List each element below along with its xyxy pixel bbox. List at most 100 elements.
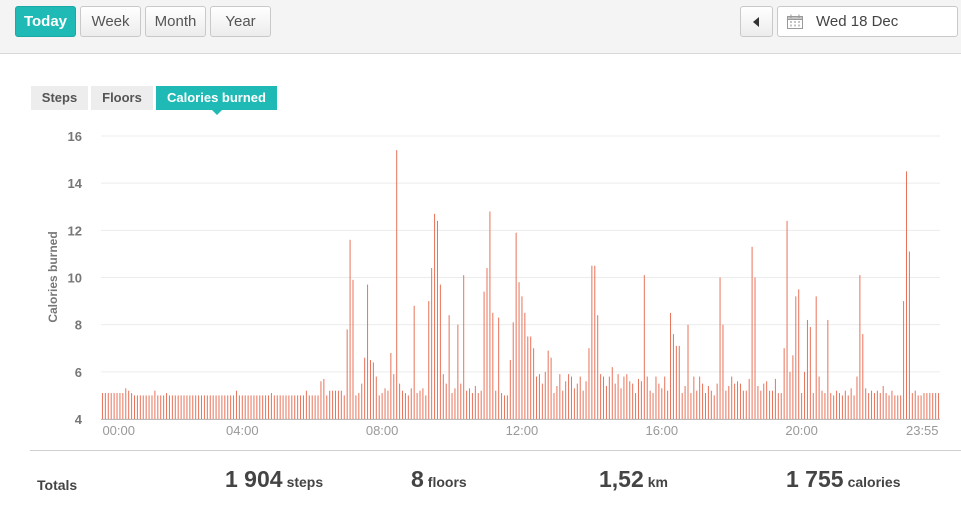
bar [792,355,794,419]
bar [166,393,168,419]
bar [361,383,363,419]
bar [786,220,788,419]
bar [483,291,485,419]
y-tick-label: 8 [75,318,82,333]
y-tick-label: 10 [68,271,82,286]
bar [177,395,179,419]
bar [431,268,433,419]
bar [830,393,832,419]
bar [670,312,672,419]
bar [387,390,389,419]
bar [270,393,272,419]
bar [203,395,205,419]
bar [122,393,124,419]
bar [142,395,144,419]
bar [186,395,188,419]
bar [247,395,249,419]
bar [442,374,444,419]
bar [935,393,937,419]
bar [675,345,677,419]
bar [402,390,404,419]
bar [556,385,558,419]
bar [506,395,508,419]
bar [667,390,669,419]
bar [180,395,182,419]
total-steps-unit: steps [286,474,324,490]
bar [550,357,552,419]
bar [568,374,570,419]
bar [168,395,170,419]
bar [530,336,532,419]
bar [664,376,666,419]
bar [827,319,829,419]
date-label: Wed 18 Dec [816,13,899,30]
bar [731,376,733,419]
bar [815,296,817,419]
previous-day-button[interactable] [740,6,773,37]
date-picker[interactable]: Wed 18 Dec [777,6,958,37]
bar [171,395,173,419]
bar [119,393,121,419]
bar [734,383,736,419]
bar [818,376,820,419]
today-button[interactable]: Today [15,6,76,37]
bar [617,374,619,419]
bar [920,395,922,419]
bar [369,360,371,419]
bar [585,381,587,419]
bar [643,275,645,419]
bar [900,395,902,419]
bar [806,319,808,419]
calendar-icon [787,14,803,29]
tab-floors[interactable]: Floors [91,86,153,110]
bar [553,393,555,419]
bar [279,395,281,419]
bar [766,381,768,419]
bar [489,211,491,419]
bar [183,395,185,419]
month-button[interactable]: Month [145,6,206,37]
bar [894,395,896,419]
bar [174,395,176,419]
bar [710,390,712,419]
bar [224,395,226,419]
week-button[interactable]: Week [80,6,141,37]
bar [139,395,141,419]
bar [384,388,386,419]
bar [891,390,893,419]
bar [629,381,631,419]
bar [597,315,599,419]
bar [655,376,657,419]
bar [579,376,581,419]
bar [876,390,878,419]
bar [305,390,307,419]
x-tick-label: 00:00 [102,423,135,438]
x-tick-label: 08:00 [366,423,399,438]
bar [938,393,940,419]
year-button[interactable]: Year [210,6,271,37]
bar [591,265,593,419]
top-toolbar: Today Week Month Year Wed 18 Dec [0,0,961,54]
bar [824,393,826,419]
bar [125,388,127,419]
tab-steps[interactable]: Steps [31,86,88,110]
bar [518,282,520,419]
totals-label: Totals [37,477,78,493]
bar [836,390,838,419]
bar [390,352,392,419]
bar [873,393,875,419]
total-floors-value: 8 [411,466,424,492]
bar [192,395,194,419]
bar [527,336,529,419]
bar [833,395,835,419]
tab-calories-burned[interactable]: Calories burned [156,86,277,115]
bar [288,395,290,419]
totals-divider [30,450,961,451]
bar [107,393,109,419]
bar [547,350,549,419]
bar [859,275,861,419]
total-steps: 1 904 steps [225,466,323,493]
bar [763,383,765,419]
bar [235,390,237,419]
bar [635,393,637,419]
